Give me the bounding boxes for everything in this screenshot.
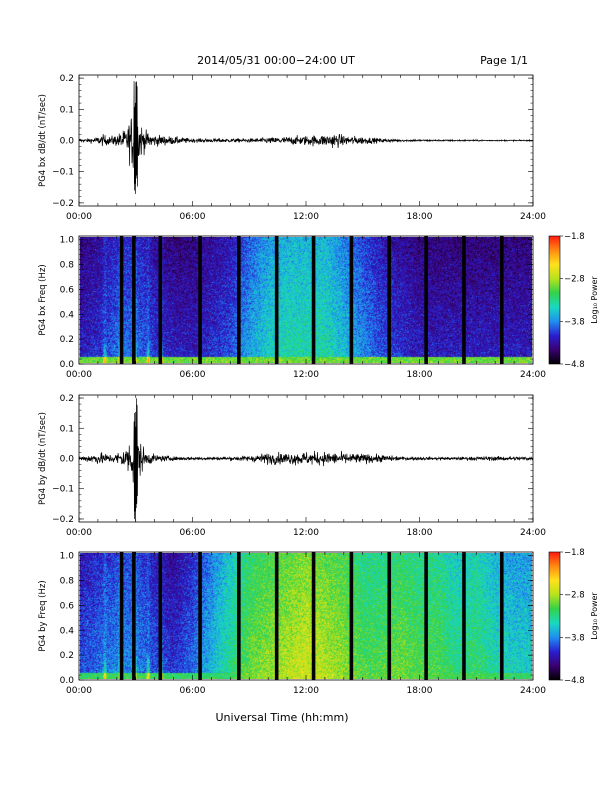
data-gap-bar	[311, 552, 316, 680]
spectrogram-image	[80, 553, 532, 679]
y-axis-label: PG4 by Freq (Hz)	[38, 580, 48, 651]
data-gap-bar	[387, 236, 392, 364]
data-gap-bar	[499, 236, 504, 364]
x-tick-label: 06:00	[180, 212, 206, 222]
panel-stack: 00:00 06:00 12:00 18:00 24:00 0.2 0.1 0.0 −0.1 −0…	[38, 74, 599, 696]
data-gap-bar	[132, 236, 136, 364]
y-tick-label: 0.6	[60, 601, 75, 611]
data-gap-bar	[311, 236, 316, 364]
waveform-trace	[78, 81, 534, 194]
y-tick-label: 0.6	[60, 285, 75, 295]
y-tick-label: 0.4	[60, 626, 75, 636]
x-tick-label: 00:00	[66, 212, 92, 222]
colorbar-label: Log₁₀ Power	[590, 276, 599, 324]
colorbar-tick-label: −3.8	[564, 317, 585, 327]
x-tick-label: 06:00	[180, 528, 206, 538]
data-gap-bar	[424, 552, 428, 680]
colorbar	[548, 551, 561, 681]
data-gap-bar	[237, 552, 241, 680]
x-tick-label: 24:00	[520, 528, 546, 538]
data-gap-bar	[349, 236, 354, 364]
panel-bx-spectrogram: 00:00 06:00 12:00 18:00 24:00 1.0 0.8 0.6 0.4 0.2…	[38, 232, 599, 380]
x-tick-label: 18:00	[407, 528, 433, 538]
data-gap-bar	[198, 236, 202, 364]
y-axis-label: PG4 bx dB/dt (nT/sec)	[38, 94, 48, 187]
y-tick-label: 0.1	[60, 424, 74, 434]
data-gap-bar	[198, 552, 202, 680]
spectrogram-canvas	[80, 553, 532, 679]
colorbar-tick-label: −2.8	[564, 591, 585, 601]
data-gap-bar	[462, 552, 466, 680]
y-axis-label: PG4 bx Freq (Hz)	[38, 264, 48, 335]
x-tick-label: 18:00	[407, 212, 433, 222]
y-tick-label: −0.2	[52, 515, 74, 525]
colorbar-tick-label: −1.8	[564, 232, 585, 242]
y-tick-label: 0.8	[60, 577, 75, 587]
y-tick-label: 0.2	[60, 394, 74, 404]
y-tick-label: 0.4	[60, 310, 75, 320]
x-tick-label: 00:00	[66, 370, 92, 380]
panel-by-spectrogram: 00:00 06:00 12:00 18:00 24:00 1.0 0.8 0.6 0.4 0.2…	[38, 548, 599, 696]
data-gap-bar	[237, 236, 241, 364]
x-tick-label: 12:00	[293, 528, 319, 538]
panel-by-waveform: 00:00 06:00 12:00 18:00 24:00 0.2 0.1 0.0 −0.1 −0…	[38, 394, 546, 538]
data-gap-bar	[132, 552, 136, 680]
data-gap-bar	[424, 236, 428, 364]
y-tick-label: 0.2	[60, 335, 74, 345]
x-tick-label: 00:00	[66, 686, 92, 696]
colorbar-label: Log₁₀ Power	[590, 592, 599, 640]
y-tick-label: 1.0	[60, 552, 75, 562]
data-gap-bar	[499, 552, 504, 680]
data-gap-bar	[349, 552, 354, 680]
x-tick-label: 12:00	[293, 686, 319, 696]
plot-title: 2014/05/31 00:00−24:00 UT	[197, 54, 355, 67]
colorbar-tick-label: −2.8	[564, 275, 585, 285]
x-axis-label: Universal Time (hh:mm)	[216, 711, 349, 724]
y-tick-label: 0.8	[60, 261, 75, 271]
y-tick-label: 0.2	[60, 651, 74, 661]
spectrogram-canvas	[80, 237, 532, 363]
data-gap-bar	[274, 236, 279, 364]
data-gap-bar	[119, 552, 124, 680]
y-tick-label: 0.0	[60, 676, 75, 686]
y-tick-label: 1.0	[60, 236, 75, 246]
data-gap-bar	[462, 236, 466, 364]
x-tick-label: 24:00	[520, 212, 546, 222]
x-tick-label: 18:00	[407, 370, 433, 380]
x-tick-label: 12:00	[293, 212, 319, 222]
x-tick-label: 00:00	[66, 528, 92, 538]
colorbar-tick-label: −4.8	[564, 360, 585, 370]
x-tick-label: 24:00	[520, 686, 546, 696]
colorbar	[548, 235, 561, 365]
data-gap-bar	[387, 552, 392, 680]
y-tick-label: −0.2	[52, 199, 74, 209]
data-gap-bar	[119, 236, 124, 364]
y-tick-label: −0.1	[52, 485, 74, 495]
x-tick-label: 06:00	[180, 370, 206, 380]
y-tick-label: −0.1	[52, 168, 74, 178]
data-gap-bar	[274, 552, 279, 680]
waveform-trace	[78, 398, 534, 523]
colorbar-tick-label: −4.8	[564, 676, 585, 686]
y-tick-label: 0.2	[60, 74, 74, 84]
data-gap-bar	[158, 236, 163, 364]
x-tick-label: 18:00	[407, 686, 433, 696]
colorbar-tick-label: −1.8	[564, 548, 585, 558]
data-gap-bar	[158, 552, 163, 680]
x-tick-label: 24:00	[520, 370, 546, 380]
y-tick-label: 0.0	[60, 360, 75, 370]
page-label: Page 1/1	[480, 54, 528, 67]
x-tick-label: 12:00	[293, 370, 319, 380]
y-tick-label: 0.0	[60, 455, 75, 465]
y-axis-label: PG4 by dB/dt (nT/sec)	[38, 412, 48, 505]
x-tick-label: 06:00	[180, 686, 206, 696]
spectrogram-image	[80, 237, 532, 363]
y-tick-label: 0.0	[60, 137, 75, 147]
y-tick-label: 0.1	[60, 105, 74, 115]
colorbar-tick-label: −3.8	[564, 633, 585, 643]
panel-bx-waveform: 00:00 06:00 12:00 18:00 24:00 0.2 0.1 0.0 −0.1 −0…	[38, 74, 546, 222]
